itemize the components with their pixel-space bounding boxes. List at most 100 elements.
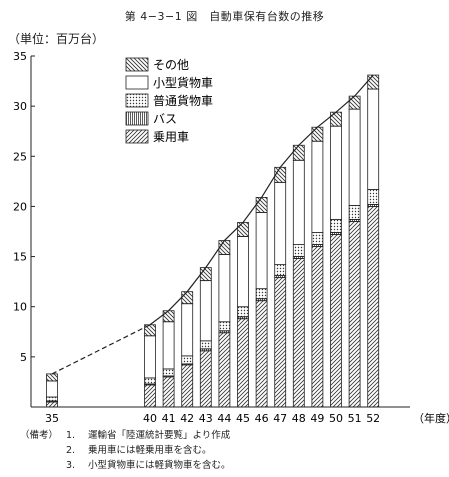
bar-segment: [292, 244, 305, 257]
bar-segment: [181, 291, 194, 305]
bar-segment: [237, 236, 249, 308]
bar-segment: [144, 384, 156, 408]
bar-segment: [348, 108, 361, 206]
x-tick-label: 41: [162, 412, 176, 425]
bar-segment: [330, 125, 342, 220]
x-axis-label: （年度）: [413, 411, 449, 425]
bar-segment: [162, 376, 175, 408]
notes-label: （備考）: [20, 430, 59, 441]
total-trend-line: [51, 74, 374, 375]
legend-label: 乗用車: [153, 130, 189, 144]
bar-segment: [218, 321, 231, 332]
bar-segment: [311, 140, 324, 233]
bar-segment: [162, 310, 175, 323]
bar-segment: [255, 212, 268, 290]
legend-label: その他: [153, 58, 189, 72]
bar-segment: [199, 280, 212, 342]
note-text: 乗用車には軽乗用車を含む。: [88, 445, 212, 456]
bar-segment: [311, 246, 324, 408]
bar-segment: [274, 166, 287, 183]
bars: [46, 74, 380, 408]
x-tick-label: 48: [292, 412, 306, 425]
bar-segment: [255, 197, 268, 213]
x-tick-label: 51: [348, 412, 362, 425]
bar-segment: [237, 318, 249, 408]
bar-segment: [274, 277, 287, 408]
legend-swatch: [125, 129, 149, 144]
bar-segment: [367, 188, 380, 205]
bar-segment: [237, 222, 249, 237]
bar-segment: [348, 95, 361, 110]
x-tick-label: 44: [217, 412, 231, 425]
bar-segment: [367, 206, 380, 408]
x-tick-label: 47: [273, 412, 287, 425]
bar-segment: [46, 396, 58, 402]
bar-segment: [181, 364, 194, 408]
bar-segment: [367, 88, 380, 190]
bar-segment: [367, 74, 380, 90]
bar-segment: [255, 300, 268, 408]
legend-label: バス: [153, 112, 177, 126]
x-tick-label: 50: [329, 412, 343, 425]
legend-swatch: [125, 111, 149, 126]
x-tick-label: 49: [310, 412, 324, 425]
y-tick-label: 5: [20, 351, 27, 364]
axes: 5 10 15 20 25 30 35 35 40 41 42 43 44 45 46 47 48 49 50 51 5…: [13, 50, 449, 425]
x-tick-label: 42: [180, 412, 194, 425]
note-number: 3.: [66, 460, 76, 471]
bar-segment: [46, 373, 58, 382]
legend-swatch: [125, 93, 149, 108]
bar-segment: [292, 258, 305, 408]
bar-segment: [46, 380, 58, 398]
y-axis-unit-label: （単位：百万台）: [8, 32, 105, 46]
bar-segment: [218, 254, 231, 323]
bar-segment: [255, 288, 268, 300]
bar-segment: [162, 368, 175, 377]
y-tick-label: 15: [13, 251, 27, 264]
x-tick-label: 52: [366, 412, 380, 425]
note-number: 2.: [66, 445, 76, 456]
legend-label: 小型貨物車: [153, 75, 213, 90]
bar-segment: [218, 240, 231, 255]
bar-segment: [292, 159, 305, 245]
trend-line-solid: [149, 74, 374, 326]
note-text: 小型貨物車には軽貨物車を含む。: [88, 460, 231, 471]
bar-segment: [181, 303, 194, 357]
bar-segment: [330, 219, 342, 233]
y-tick-label: 35: [13, 50, 27, 63]
x-tick-label: 46: [255, 412, 269, 425]
bar-segment: [144, 377, 156, 385]
bar-segment: [311, 232, 324, 245]
x-tick-label: 35: [45, 412, 59, 425]
bar-segment: [348, 221, 361, 408]
bar-segment: [274, 181, 287, 265]
bar-segment: [237, 306, 249, 318]
note-text: 運輸省「陸運統計要覧」より作成: [88, 430, 231, 441]
bar-segment: [199, 340, 212, 350]
x-tick-label: 40: [143, 412, 157, 425]
legend-label: 普通貨物車: [153, 93, 213, 108]
bar-segment: [199, 350, 212, 408]
y-tick-label: 25: [13, 150, 27, 163]
legend-swatch: [125, 75, 149, 90]
y-tick-label: 10: [13, 301, 27, 314]
legend-swatch: [125, 57, 149, 72]
y-tick-label: 30: [13, 100, 27, 113]
bar-segment: [199, 267, 212, 282]
x-tick-label: 43: [199, 412, 213, 425]
y-tick-label: 20: [13, 200, 27, 213]
bar-segment: [311, 126, 324, 142]
trend-line-dashed: [51, 324, 151, 375]
bar-segment: [162, 321, 175, 370]
bar-segment: [144, 335, 156, 379]
bar-segment: [218, 332, 231, 408]
bar-segment: [348, 205, 361, 220]
bar-segment: [292, 144, 305, 161]
chart-title: 第 4−3−1 図 自動車保有台数の推移: [124, 10, 325, 23]
bar-segment: [274, 264, 287, 277]
note-number: 1.: [66, 430, 76, 441]
bar-segment: [46, 401, 58, 408]
x-tick-label: 45: [236, 412, 250, 425]
